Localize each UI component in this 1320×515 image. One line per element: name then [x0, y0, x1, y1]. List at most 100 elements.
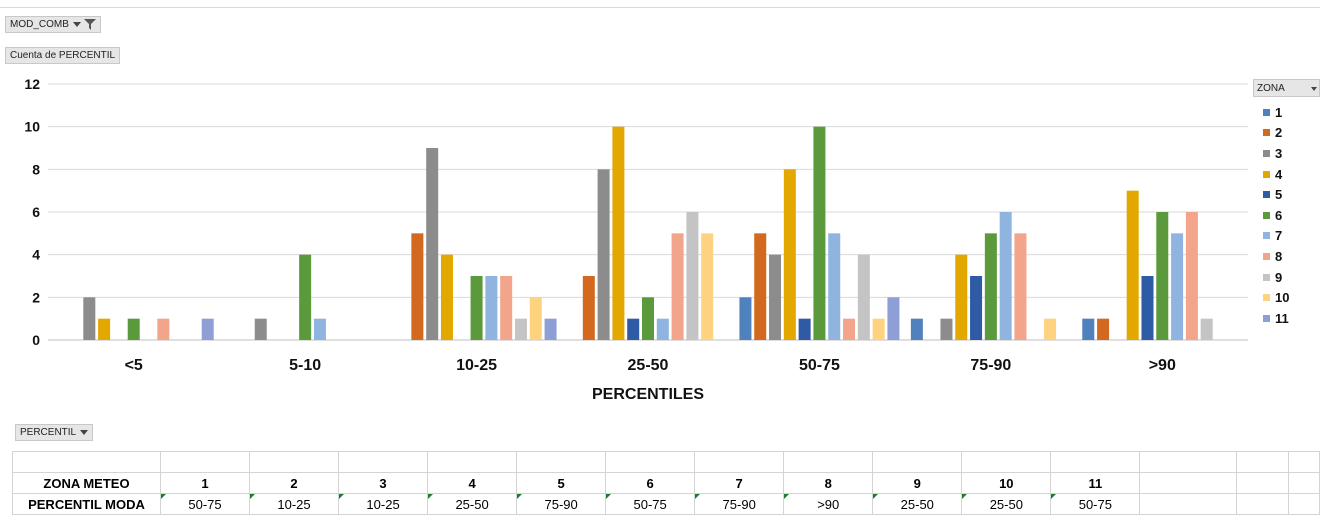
bar	[1126, 190, 1139, 340]
legend-swatch	[1263, 294, 1270, 302]
legend-item: 3	[1263, 143, 1289, 164]
bar	[98, 318, 111, 340]
legend-item: 11	[1263, 308, 1289, 329]
legend-label: 3	[1275, 145, 1283, 161]
dropdown-arrow-icon	[1311, 87, 1317, 91]
table-cell	[1236, 493, 1290, 515]
bar	[440, 254, 453, 340]
legend-swatch	[1263, 108, 1270, 116]
x-tick-label: <5	[125, 357, 143, 374]
bar	[887, 297, 900, 340]
table-cell	[1236, 451, 1290, 473]
percentil-moda-cell[interactable]: 10-25	[338, 493, 429, 515]
zone-number-cell: 9	[872, 472, 963, 494]
y-tick-label: 4	[32, 247, 40, 263]
bar	[783, 169, 796, 340]
bar	[656, 318, 669, 340]
y-tick-label: 10	[24, 119, 40, 135]
bar	[701, 233, 714, 340]
table-row-zones: ZONA METEO 1 2 3 4 5 6 7 8 9 10 11	[12, 472, 1320, 494]
bar	[83, 297, 96, 340]
bar	[857, 254, 870, 340]
bar	[999, 212, 1012, 340]
table-cell	[1139, 451, 1238, 473]
table-row-moda: PERCENTIL MODA 50-75 10-25 10-25 25-50 75-90…	[12, 493, 1320, 515]
legend-swatch	[1263, 211, 1270, 219]
zone-number-cell: 10	[961, 472, 1052, 494]
table-cell	[783, 451, 874, 473]
table-cell	[1288, 493, 1320, 515]
axis-field-button[interactable]: PERCENTIL	[15, 424, 94, 441]
filter-field-button[interactable]: MOD_COMB	[5, 16, 101, 33]
legend-item: 6	[1263, 205, 1289, 226]
percentil-moda-cell[interactable]: 25-50	[427, 493, 518, 515]
legend-label: 5	[1275, 187, 1283, 203]
bar	[642, 297, 654, 340]
percentil-moda-cell[interactable]: 25-50	[961, 493, 1052, 515]
bar-chart: 0 2 4 6 8 10 12 <5 5-10 10-25 25-50 50-75 75-90 >90 PE…	[24, 76, 1248, 403]
bar	[754, 233, 767, 340]
bar	[769, 254, 782, 340]
zone-number-cell: 7	[694, 472, 785, 494]
bar	[1185, 212, 1198, 340]
legend-label: 7	[1275, 228, 1283, 244]
percentil-moda-cell[interactable]: 75-90	[694, 493, 785, 515]
legend-item: 1	[1263, 102, 1289, 123]
x-tick-label: 5-10	[289, 357, 321, 374]
legend-label: 4	[1275, 166, 1283, 182]
legend-swatch	[1263, 232, 1270, 240]
bar	[1156, 212, 1169, 340]
bar	[612, 126, 625, 341]
legend-title: ZONA	[1257, 83, 1285, 94]
percentil-moda-cell[interactable]: 75-90	[516, 493, 607, 515]
bar	[955, 254, 968, 340]
bar	[798, 318, 811, 340]
y-tick-label: 12	[24, 76, 40, 92]
zone-number-cell: 4	[427, 472, 518, 494]
filter-field-label: MOD_COMB	[10, 19, 69, 30]
legend-swatch	[1263, 170, 1270, 178]
top-border	[0, 7, 1320, 8]
x-axis-title: PERCENTILES	[592, 386, 704, 403]
table-cell	[1139, 493, 1238, 515]
legend-label: 10	[1275, 290, 1290, 306]
percentil-moda-table: ZONA METEO 1 2 3 4 5 6 7 8 9 10 11 PERCENTIL MODA …	[12, 451, 1320, 515]
y-tick-label: 0	[32, 332, 40, 348]
table-cell	[159, 451, 251, 473]
legend-field-button[interactable]: ZONA	[1253, 79, 1320, 97]
percentil-moda-cell[interactable]: 50-75	[159, 493, 251, 515]
table-cell	[427, 451, 518, 473]
y-tick-label: 8	[32, 161, 40, 177]
bar	[544, 318, 557, 340]
bar	[500, 276, 513, 340]
bar	[529, 297, 542, 340]
legend-label: 9	[1275, 269, 1283, 285]
zone-number-cell: 11	[1050, 472, 1141, 494]
bar	[426, 148, 439, 340]
legend-item: 10	[1263, 287, 1289, 308]
bar	[1171, 233, 1184, 340]
legend-item: 5	[1263, 184, 1289, 205]
table-cell	[961, 451, 1052, 473]
bar	[514, 318, 527, 340]
x-tick-label: 50-75	[799, 357, 840, 374]
legend-item: 9	[1263, 267, 1289, 288]
x-tick-label: 75-90	[970, 357, 1011, 374]
legend-label: 11	[1275, 310, 1289, 326]
zone-number-cell: 1	[159, 472, 251, 494]
bar	[910, 318, 923, 340]
bar	[157, 318, 170, 340]
x-tick-label: 25-50	[628, 357, 669, 374]
axis-field-label: PERCENTIL	[20, 427, 77, 438]
percentil-moda-cell[interactable]: >90	[783, 493, 874, 515]
value-field-button[interactable]: Cuenta de PERCENTIL	[5, 47, 121, 64]
table-cell	[1236, 472, 1290, 494]
bar	[872, 318, 885, 340]
bar	[1200, 318, 1213, 340]
percentil-moda-cell[interactable]: 10-25	[248, 493, 340, 515]
legend-label: 2	[1275, 125, 1283, 141]
percentil-moda-cell[interactable]: 50-75	[605, 493, 696, 515]
percentil-moda-cell[interactable]: 50-75	[1050, 493, 1141, 515]
percentil-moda-cell[interactable]: 25-50	[872, 493, 963, 515]
bar	[671, 233, 684, 340]
